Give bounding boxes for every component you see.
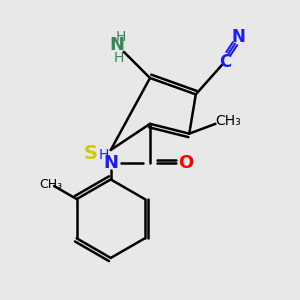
Text: H: H bbox=[114, 51, 124, 65]
Text: N: N bbox=[231, 28, 245, 46]
Text: S: S bbox=[84, 144, 98, 163]
Text: H: H bbox=[116, 30, 126, 44]
Text: CH₃: CH₃ bbox=[216, 114, 242, 128]
Text: N: N bbox=[110, 36, 125, 54]
Text: H: H bbox=[99, 148, 110, 162]
Text: O: O bbox=[178, 154, 194, 172]
Text: N: N bbox=[103, 154, 118, 172]
Text: CH₃: CH₃ bbox=[40, 178, 63, 191]
Text: C: C bbox=[219, 53, 231, 71]
